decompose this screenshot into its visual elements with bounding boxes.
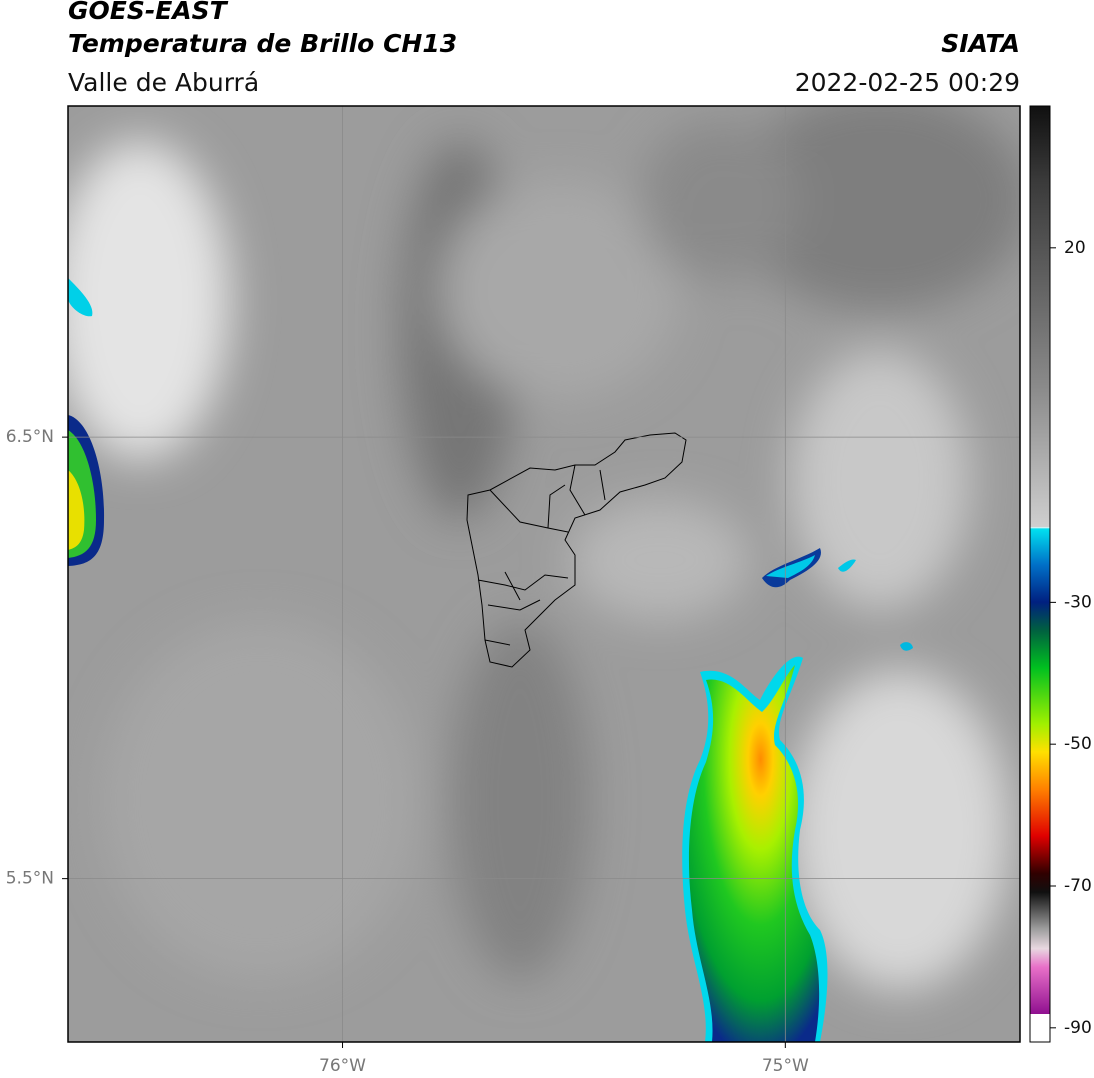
colorbar-tick-label: 20	[1064, 238, 1086, 258]
colorbar-tick-label: -30	[1064, 592, 1092, 612]
y-tick-label: 5.5°N	[6, 869, 54, 889]
cloud	[900, 642, 913, 651]
colorbar	[1029, 105, 1051, 1043]
x-tick-label: 76°W	[319, 1056, 366, 1076]
cloud	[766, 555, 815, 578]
product: Temperatura de Brillo CH13	[68, 29, 457, 58]
cloud	[838, 559, 856, 572]
colorbar-tick-label: -70	[1064, 876, 1092, 896]
y-tick-label: 6.5°N	[6, 427, 54, 447]
satellite-image	[68, 106, 1020, 1042]
region: Valle de Aburrá	[68, 68, 259, 97]
datetime: 2022-02-25 00:29	[795, 68, 1020, 97]
colorbar-tick-label: -50	[1064, 734, 1092, 754]
colorbar-tick-label: -90	[1064, 1018, 1092, 1038]
title: GOES-EAST	[68, 0, 229, 25]
gridlines	[68, 106, 1020, 1042]
source: SIATA	[941, 29, 1020, 58]
map-frame	[67, 105, 1021, 1043]
cloud	[688, 665, 820, 1042]
municipality-boundaries	[466, 432, 687, 668]
cloud	[68, 278, 93, 317]
cloud	[68, 470, 85, 550]
x-tick-label: 75°W	[762, 1056, 809, 1076]
